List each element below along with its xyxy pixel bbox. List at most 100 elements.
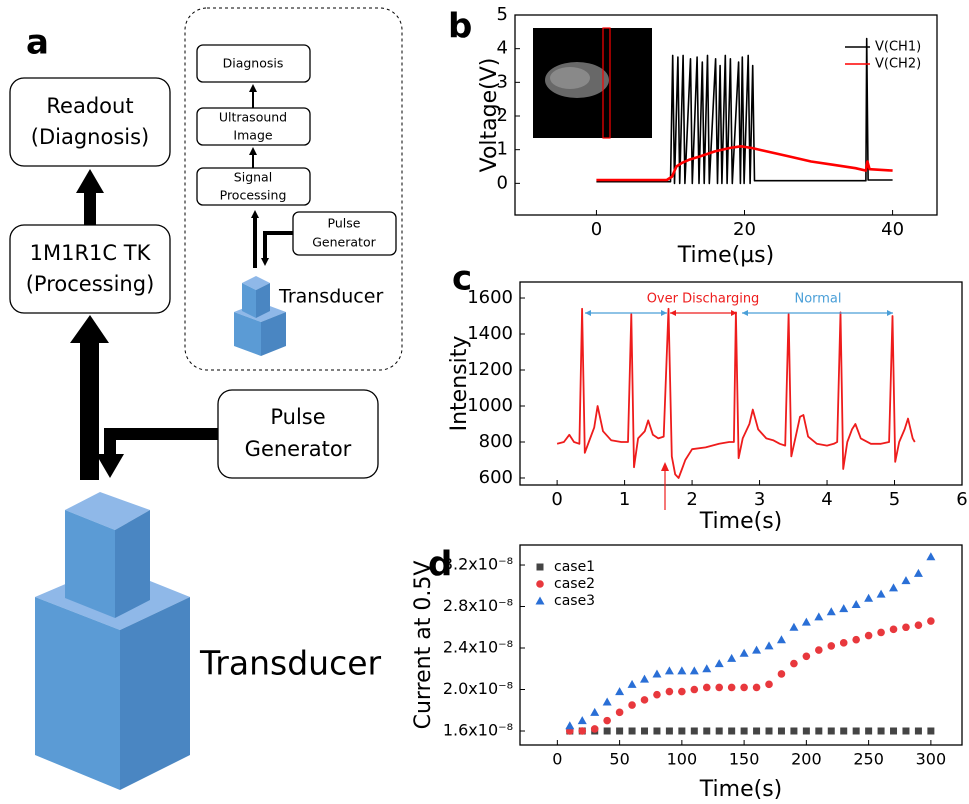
point bbox=[752, 683, 761, 692]
point bbox=[678, 727, 686, 735]
inset-frame bbox=[184, 7, 403, 371]
legend-label: case3 bbox=[554, 593, 595, 609]
arrow-head bbox=[96, 454, 124, 478]
y-tick-label: 0 bbox=[497, 172, 508, 193]
inset-text: Generator bbox=[312, 235, 376, 250]
point bbox=[640, 674, 650, 683]
arrow-head bbox=[887, 310, 893, 316]
point bbox=[702, 664, 712, 673]
point bbox=[776, 635, 786, 644]
point bbox=[615, 687, 625, 696]
inset-text: Transducer bbox=[278, 286, 383, 308]
point bbox=[826, 607, 836, 616]
point bbox=[740, 683, 748, 692]
point bbox=[815, 727, 823, 735]
arrow bbox=[261, 231, 293, 266]
y-tick-label: 1 bbox=[497, 139, 508, 160]
plot-frame bbox=[519, 544, 963, 746]
point bbox=[852, 727, 860, 735]
panel-label: c bbox=[452, 259, 472, 299]
point bbox=[877, 727, 885, 735]
arrow-head bbox=[661, 462, 669, 471]
x-tick-label: 0 bbox=[551, 489, 562, 510]
panel-label: d bbox=[428, 545, 452, 585]
x-tick-label: 150 bbox=[729, 750, 760, 769]
cube-face bbox=[234, 312, 261, 356]
point bbox=[714, 659, 724, 668]
point bbox=[889, 625, 898, 634]
x-axis-label: Time(µs) bbox=[677, 243, 774, 268]
y-tick-label: 1000 bbox=[467, 395, 513, 416]
point bbox=[664, 666, 674, 675]
inset-window bbox=[602, 27, 611, 139]
point bbox=[901, 576, 911, 585]
point bbox=[890, 727, 898, 735]
point bbox=[752, 645, 762, 654]
arrow-head bbox=[76, 169, 104, 193]
point bbox=[652, 669, 662, 678]
processing-text: (Processing) bbox=[26, 272, 155, 296]
point bbox=[902, 727, 910, 735]
point bbox=[801, 617, 811, 626]
point bbox=[876, 589, 886, 598]
cube-face bbox=[65, 510, 115, 618]
legend-label: V(CH2) bbox=[875, 57, 921, 72]
cube-face bbox=[35, 597, 120, 790]
arrow-head bbox=[742, 310, 748, 316]
point bbox=[715, 683, 724, 692]
x-tick-label: 20 bbox=[733, 219, 756, 240]
processing-box bbox=[9, 224, 171, 314]
point bbox=[727, 653, 737, 662]
y-tick-label: 3 bbox=[497, 71, 508, 92]
point bbox=[851, 599, 861, 608]
point bbox=[926, 552, 936, 561]
annotation: Normal bbox=[794, 292, 841, 307]
point bbox=[565, 721, 575, 730]
y-axis-label: Current at 0.5V bbox=[411, 561, 436, 730]
point bbox=[864, 593, 874, 602]
point bbox=[602, 697, 612, 706]
panel-a: a Readout (Diagnosis) 1M1R1C TK (Process… bbox=[9, 7, 403, 790]
point bbox=[877, 628, 885, 637]
pulse-generator-box bbox=[217, 389, 379, 479]
point bbox=[815, 646, 823, 654]
point bbox=[914, 621, 923, 629]
cube-face bbox=[256, 283, 270, 318]
point bbox=[703, 727, 711, 735]
data-line bbox=[596, 145, 893, 182]
point bbox=[889, 583, 899, 592]
point bbox=[536, 580, 544, 588]
y-tick-label: 800 bbox=[479, 431, 513, 452]
cube-face bbox=[65, 492, 150, 530]
x-tick-label: 40 bbox=[881, 219, 904, 240]
x-tick-label: 50 bbox=[609, 750, 629, 769]
point bbox=[603, 727, 611, 735]
inset-text: Signal bbox=[234, 170, 272, 185]
y-tick-label: 1.6x10⁻⁸ bbox=[443, 720, 513, 739]
point bbox=[641, 727, 649, 735]
point bbox=[852, 635, 860, 644]
point bbox=[677, 666, 687, 675]
y-tick-label: 600 bbox=[479, 467, 513, 488]
inset-box bbox=[196, 167, 311, 206]
x-tick-label: 0 bbox=[552, 750, 562, 769]
y-tick-label: 5 bbox=[497, 4, 508, 25]
point bbox=[777, 670, 786, 678]
arrow-head bbox=[731, 310, 737, 316]
point bbox=[802, 652, 811, 661]
y-tick-label: 2.8x10⁻⁸ bbox=[443, 596, 513, 615]
point bbox=[913, 568, 923, 577]
point bbox=[765, 727, 773, 735]
point bbox=[839, 639, 848, 647]
x-axis-label: Time(s) bbox=[699, 777, 782, 802]
point bbox=[653, 727, 661, 735]
point bbox=[902, 623, 910, 632]
processing-text: 1M1R1C TK bbox=[30, 241, 152, 265]
y-tick-label: 2.4x10⁻⁸ bbox=[443, 638, 513, 657]
legend-label: case2 bbox=[554, 576, 595, 592]
point bbox=[927, 617, 935, 625]
x-axis-label: Time(s) bbox=[699, 509, 782, 534]
readout-text: (Diagnosis) bbox=[31, 125, 149, 149]
x-tick-label: 3 bbox=[754, 489, 765, 510]
